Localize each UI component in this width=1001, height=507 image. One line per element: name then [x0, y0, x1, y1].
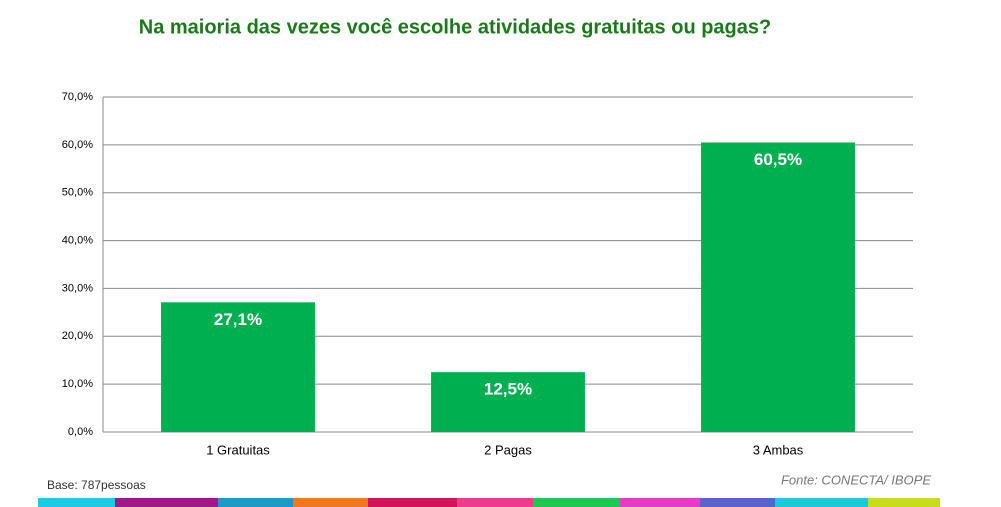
value-label: 27,1% [214, 310, 262, 329]
bar [701, 142, 855, 432]
x-tick-label: 2 Pagas [484, 442, 532, 457]
value-label: 12,5% [484, 380, 532, 399]
y-tick-label: 0,0% [68, 426, 93, 438]
x-tick-label: 3 Ambas [753, 442, 804, 457]
chart-title: Na maioria das vezes você escolhe ativid… [139, 16, 771, 38]
base-note: Base: 787pessoas [47, 478, 146, 492]
source-note: Fonte: CONECTA/ IBOPE [781, 472, 931, 487]
y-tick-label: 20,0% [62, 330, 93, 342]
y-tick-label: 30,0% [62, 282, 93, 294]
y-tick-label: 70,0% [62, 91, 93, 103]
bar [431, 372, 585, 432]
y-tick-label: 40,0% [62, 234, 93, 246]
y-tick-label: 50,0% [62, 187, 93, 199]
bar [161, 302, 315, 432]
y-tick-label: 60,0% [62, 139, 93, 151]
value-label: 60,5% [754, 150, 802, 169]
y-tick-label: 10,0% [62, 378, 93, 390]
decorative-stripe [38, 498, 940, 507]
x-tick-label: 1 Gratuitas [206, 442, 270, 457]
